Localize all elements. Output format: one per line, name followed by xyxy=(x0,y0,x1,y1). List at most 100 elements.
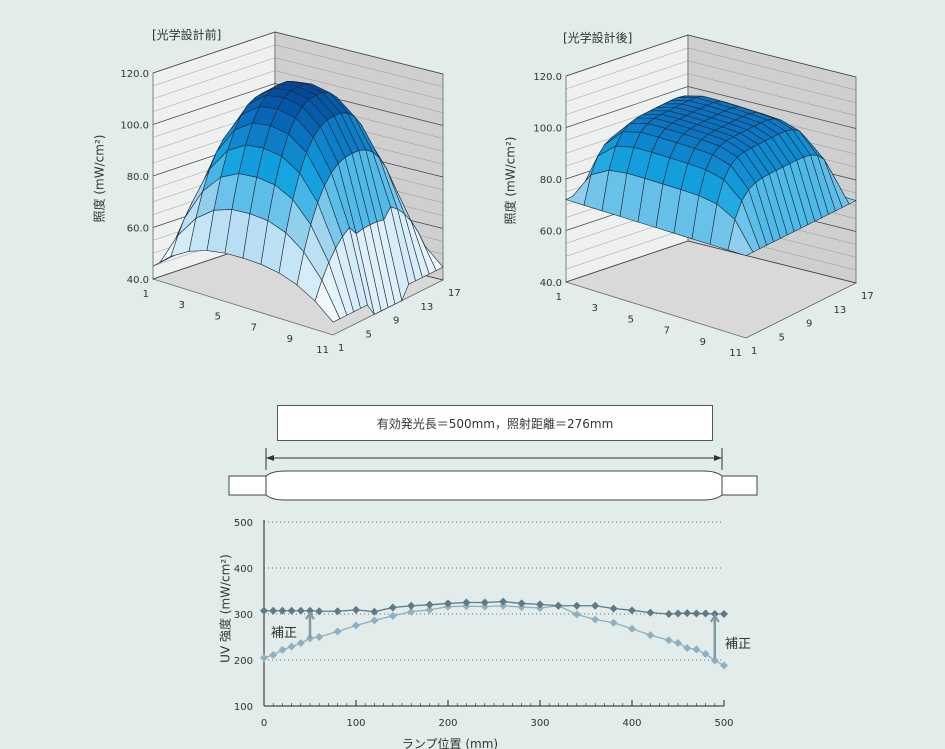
data-point-1 xyxy=(425,605,434,614)
y-tick-label: 5 xyxy=(779,332,785,343)
correction-label-right: 補正 xyxy=(725,637,752,652)
x-tick-label: 11 xyxy=(729,348,742,359)
minor-gridline xyxy=(565,47,857,91)
data-point-1 xyxy=(609,618,618,627)
arrow-head-left xyxy=(266,455,274,461)
data-point-0 xyxy=(692,609,701,618)
correction-label-left: 補正 xyxy=(271,626,298,641)
data-point-0 xyxy=(306,606,314,615)
z-tick-label: 80.0 xyxy=(540,175,562,186)
x-tick-label: 3 xyxy=(179,300,185,311)
x-tick-label: 5 xyxy=(628,314,634,325)
data-point-1 xyxy=(710,656,719,665)
z-tick-label: 80.0 xyxy=(127,172,149,183)
x-tick-label: 5 xyxy=(215,311,221,322)
minor-gridline xyxy=(565,60,857,103)
data-point-1 xyxy=(370,616,379,625)
data-point-1 xyxy=(572,610,581,619)
data-point-1 xyxy=(333,627,342,636)
z-tick-label: 60.0 xyxy=(127,224,149,235)
data-point-1 xyxy=(260,653,268,662)
data-point-1 xyxy=(499,601,508,610)
x-axis-label: ランプ位置 (mm) xyxy=(401,737,499,749)
data-point-1 xyxy=(591,615,600,624)
z-tick-label: 100.0 xyxy=(120,121,149,132)
minor-gridline xyxy=(565,73,857,116)
x-tick-label: 400 xyxy=(622,718,641,729)
data-point-0 xyxy=(425,600,434,609)
y-tick-label: 400 xyxy=(234,564,253,575)
data-point-0 xyxy=(333,607,342,616)
z-tick-label: 40.0 xyxy=(540,278,562,289)
data-point-0 xyxy=(664,610,673,618)
data-point-0 xyxy=(536,600,544,609)
lamp-caption: 有効発光長＝500mm，照射距離＝276mm xyxy=(376,416,614,431)
surface-cell xyxy=(314,279,341,323)
y-tick-label: 1 xyxy=(751,346,757,357)
data-point-0 xyxy=(674,609,682,618)
series-line-0 xyxy=(264,600,724,615)
y-tick-label: 9 xyxy=(806,319,812,330)
minor-gridline xyxy=(152,57,444,100)
x-tick-label: 7 xyxy=(664,326,670,337)
data-point-0 xyxy=(480,598,489,607)
data-point-1 xyxy=(287,642,296,651)
z-tick-label: 120.0 xyxy=(120,69,149,80)
data-point-0 xyxy=(572,601,581,610)
gridline xyxy=(565,86,857,129)
x-tick-label: 7 xyxy=(251,323,257,334)
y-tick-label: 5 xyxy=(366,329,372,340)
x-tick-label: 9 xyxy=(287,334,293,345)
data-point-1 xyxy=(352,621,360,630)
data-point-1 xyxy=(628,624,636,633)
x-tick-label: 11 xyxy=(316,345,329,356)
correction-arrow-left-head xyxy=(305,611,315,620)
data-point-0 xyxy=(278,606,287,615)
data-point-0 xyxy=(296,606,305,615)
data-point-0 xyxy=(609,604,618,613)
y-tick-label: 200 xyxy=(234,656,253,667)
y-tick-label: 9 xyxy=(393,316,399,327)
data-point-1 xyxy=(296,638,305,647)
data-point-0 xyxy=(287,606,296,615)
data-point-0 xyxy=(462,598,471,607)
data-point-1 xyxy=(315,633,324,641)
data-point-0 xyxy=(701,609,710,618)
x-tick-label: 300 xyxy=(530,718,549,729)
data-point-0 xyxy=(683,609,692,618)
lamp-end-left xyxy=(228,475,267,496)
z-tick-label: 120.0 xyxy=(533,72,562,83)
data-point-0 xyxy=(407,601,416,610)
y-tick-label: 17 xyxy=(448,288,461,299)
gridline xyxy=(565,34,857,78)
y-tick-label: 13 xyxy=(421,302,434,313)
data-point-0 xyxy=(499,597,508,606)
data-point-0 xyxy=(554,601,563,610)
arrow-head-right xyxy=(714,455,722,461)
x-tick-label: 200 xyxy=(438,718,457,729)
data-point-0 xyxy=(269,606,278,615)
y-tick-label: 300 xyxy=(234,610,253,621)
lamp-end-right xyxy=(721,475,758,496)
correction-arrow-right-head xyxy=(709,613,720,623)
data-point-0 xyxy=(646,608,655,617)
x-tick-label: 100 xyxy=(346,718,365,729)
lamp-caption-box: 有効発光長＝500mm，照射距離＝276mm xyxy=(277,405,713,441)
data-point-1 xyxy=(388,611,397,620)
data-point-0 xyxy=(370,607,379,616)
series-line-1 xyxy=(263,605,725,667)
minor-gridline xyxy=(152,70,444,113)
data-point-0 xyxy=(720,610,728,618)
data-point-1 xyxy=(646,631,655,640)
x-tick-label: 0 xyxy=(261,718,267,729)
z-tick-label: 100.0 xyxy=(533,124,562,135)
data-point-1 xyxy=(720,661,728,670)
z-axis-label-after: 照度 (mW/cm²) xyxy=(503,136,518,225)
data-point-0 xyxy=(388,603,397,612)
lamp-tube xyxy=(265,470,723,501)
data-point-1 xyxy=(674,638,682,647)
chart-title-before: [光学設計前] xyxy=(152,28,222,42)
data-point-1 xyxy=(278,645,287,654)
